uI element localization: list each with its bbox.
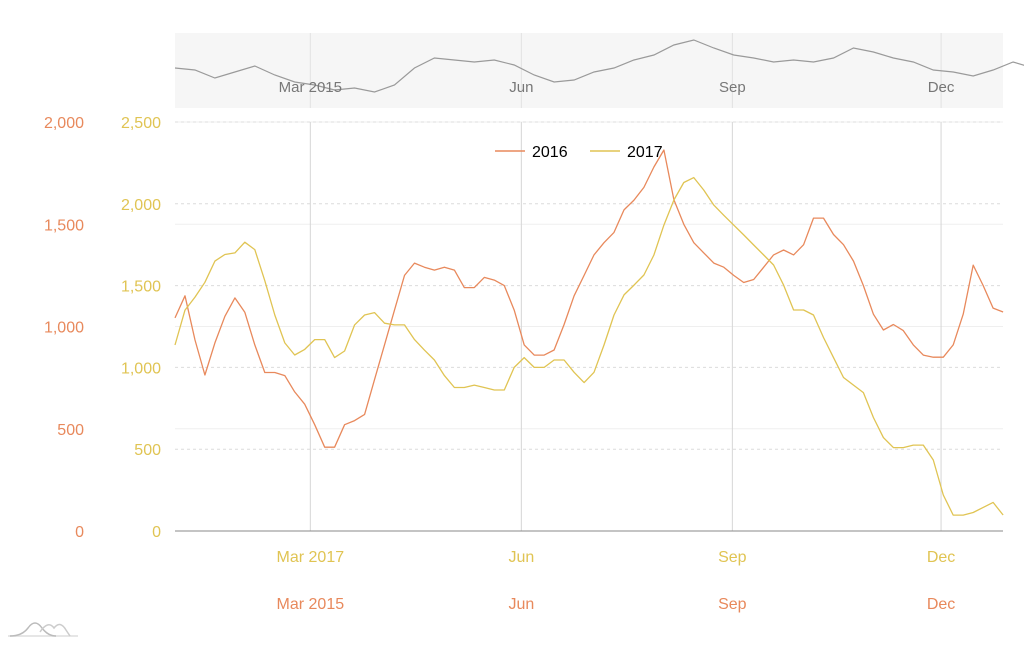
legend-label: 2016 — [532, 144, 568, 161]
y-axis-2017-label: 0 — [152, 524, 161, 541]
y-axis-2017-label: 1,000 — [121, 360, 161, 377]
legend-label: 2017 — [627, 144, 663, 161]
y-axis-2017-label: 2,500 — [121, 115, 161, 132]
scrollbar-tick-label: Jun — [509, 79, 533, 96]
y-axis-2016-label: 500 — [57, 422, 84, 439]
logo-curve — [9, 622, 57, 637]
scrollbar-tick-label: Mar 2015 — [279, 79, 342, 96]
series-line-2017 — [174, 176, 1004, 516]
y-axis-2016-label: 2,000 — [44, 115, 84, 132]
scrollbar-tick-label: Dec — [928, 79, 955, 96]
y-axis-2017-label: 1,500 — [121, 279, 161, 296]
x-axis-2016-label: Jun — [508, 596, 534, 613]
y-axis-2016-label: 0 — [75, 524, 84, 541]
legend-item-2016[interactable]: 2016 — [495, 144, 568, 161]
legend-item-2017[interactable]: 2017 — [590, 144, 663, 161]
y-axis-2017-label: 2,000 — [121, 197, 161, 214]
x-axis-2017-label: Mar 2017 — [277, 549, 345, 566]
y-axis-2016-label: 1,000 — [44, 320, 84, 337]
amcharts-logo-icon — [8, 622, 78, 637]
scrollbar-tick-label: Sep — [719, 79, 746, 96]
x-axis-2016-label: Sep — [718, 596, 747, 613]
scrollbar-series-line — [174, 39, 1024, 93]
x-axis-2017-label: Dec — [927, 549, 955, 566]
logo-curve — [39, 623, 71, 637]
x-axis-2016-label: Mar 2015 — [277, 596, 345, 613]
x-axis-2017-label: Jun — [508, 549, 534, 566]
series-line-2016 — [174, 149, 1004, 448]
y-axis-2016-label: 1,500 — [44, 217, 84, 234]
x-axis-2016-label: Dec — [927, 596, 955, 613]
x-axis-2017-label: Sep — [718, 549, 747, 566]
y-axis-2017-label: 500 — [134, 442, 161, 459]
scrollbar[interactable] — [175, 33, 1003, 108]
